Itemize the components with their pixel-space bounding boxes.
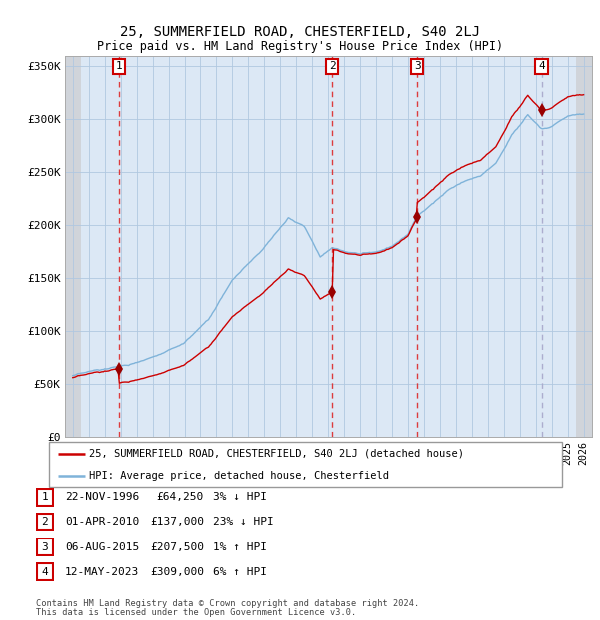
- Text: 06-AUG-2015: 06-AUG-2015: [65, 542, 139, 552]
- Text: 1: 1: [41, 492, 49, 502]
- Text: 1: 1: [116, 61, 122, 71]
- Text: 3: 3: [414, 61, 421, 71]
- FancyBboxPatch shape: [49, 442, 562, 487]
- Text: HPI: Average price, detached house, Chesterfield: HPI: Average price, detached house, Ches…: [89, 471, 389, 481]
- Text: 22-NOV-1996: 22-NOV-1996: [65, 492, 139, 502]
- Text: 25, SUMMERFIELD ROAD, CHESTERFIELD, S40 2LJ: 25, SUMMERFIELD ROAD, CHESTERFIELD, S40 …: [120, 25, 480, 39]
- Text: £207,500: £207,500: [150, 542, 204, 552]
- Text: £64,250: £64,250: [157, 492, 204, 502]
- Text: 12-MAY-2023: 12-MAY-2023: [65, 567, 139, 577]
- Text: Price paid vs. HM Land Registry's House Price Index (HPI): Price paid vs. HM Land Registry's House …: [97, 40, 503, 53]
- Text: 25, SUMMERFIELD ROAD, CHESTERFIELD, S40 2LJ (detached house): 25, SUMMERFIELD ROAD, CHESTERFIELD, S40 …: [89, 449, 464, 459]
- Text: 3: 3: [41, 542, 49, 552]
- Text: 23% ↓ HPI: 23% ↓ HPI: [213, 517, 274, 527]
- Text: 01-APR-2010: 01-APR-2010: [65, 517, 139, 527]
- Text: Contains HM Land Registry data © Crown copyright and database right 2024.: Contains HM Land Registry data © Crown c…: [36, 598, 419, 608]
- Bar: [575, 56, 592, 437]
- Text: £137,000: £137,000: [150, 517, 204, 527]
- Text: 3% ↓ HPI: 3% ↓ HPI: [213, 492, 267, 502]
- Text: £309,000: £309,000: [150, 567, 204, 577]
- Text: 2: 2: [41, 517, 49, 527]
- Bar: [65, 56, 81, 437]
- Text: 6% ↑ HPI: 6% ↑ HPI: [213, 567, 267, 577]
- Text: This data is licensed under the Open Government Licence v3.0.: This data is licensed under the Open Gov…: [36, 608, 356, 617]
- Text: 1% ↑ HPI: 1% ↑ HPI: [213, 542, 267, 552]
- Text: 4: 4: [538, 61, 545, 71]
- Text: 2: 2: [329, 61, 335, 71]
- Text: 4: 4: [41, 567, 49, 577]
